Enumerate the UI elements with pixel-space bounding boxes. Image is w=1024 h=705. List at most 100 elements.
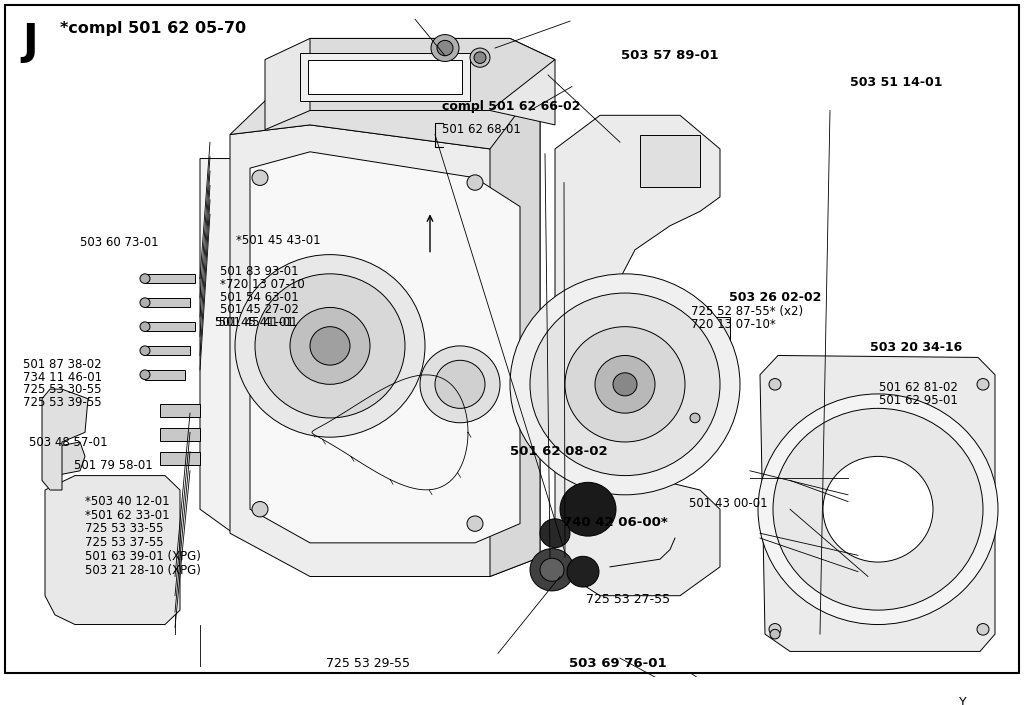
Text: 725 53 29-55: 725 53 29-55 — [326, 657, 410, 670]
Circle shape — [690, 413, 700, 423]
Polygon shape — [265, 39, 555, 130]
Text: 725 53 39-55: 725 53 39-55 — [23, 396, 101, 410]
Circle shape — [437, 40, 453, 56]
Text: 734 11 46-01: 734 11 46-01 — [23, 371, 101, 384]
Circle shape — [770, 630, 780, 639]
Bar — [160, 403, 200, 417]
Text: 725 53 33-55: 725 53 33-55 — [85, 522, 164, 535]
Circle shape — [823, 456, 933, 562]
Circle shape — [977, 379, 989, 390]
Circle shape — [435, 360, 485, 408]
Polygon shape — [230, 96, 540, 192]
Polygon shape — [230, 125, 540, 577]
Text: *501 45 43-01: *501 45 43-01 — [236, 234, 321, 247]
Bar — [160, 427, 200, 441]
Bar — [648, 394, 658, 405]
Text: 501 62 68-01: 501 62 68-01 — [442, 123, 521, 136]
Bar — [145, 370, 185, 379]
Text: 725 52 87-55* (x2): 725 52 87-55* (x2) — [691, 305, 803, 319]
Text: 501 87 38-02: 501 87 38-02 — [23, 357, 101, 371]
Text: 503 51 14-01: 503 51 14-01 — [850, 76, 942, 89]
Text: 503 26 02-02: 503 26 02-02 — [729, 291, 821, 305]
Circle shape — [474, 52, 486, 63]
Circle shape — [560, 482, 616, 536]
Text: 501 45 41-01: 501 45 41-01 — [215, 317, 294, 329]
Text: 725 53 27-55: 725 53 27-55 — [586, 594, 670, 606]
Text: 503 57 89-01: 503 57 89-01 — [621, 49, 718, 62]
Circle shape — [510, 274, 740, 495]
Polygon shape — [310, 39, 555, 111]
Circle shape — [467, 516, 483, 532]
Circle shape — [310, 326, 350, 365]
Text: 501 62 95-01: 501 62 95-01 — [879, 394, 957, 407]
Circle shape — [567, 556, 599, 587]
Text: ‘501 45 41-01: ‘501 45 41-01 — [215, 317, 298, 329]
Text: 740 42 06-00*: 740 42 06-00* — [563, 516, 668, 529]
Bar — [300, 53, 470, 101]
Text: *compl 501 62 05-70: *compl 501 62 05-70 — [60, 21, 246, 36]
Polygon shape — [45, 442, 85, 476]
Bar — [145, 274, 195, 283]
Text: 503 21 28-10 (XPG): 503 21 28-10 (XPG) — [85, 563, 201, 577]
Text: 725 53 30-55: 725 53 30-55 — [23, 384, 101, 396]
Circle shape — [540, 519, 570, 548]
Text: 720 13 07-10*: 720 13 07-10* — [691, 319, 776, 331]
Bar — [308, 59, 462, 94]
Circle shape — [530, 293, 720, 476]
Text: compl 501 62 66-02: compl 501 62 66-02 — [442, 100, 581, 114]
Polygon shape — [650, 317, 730, 413]
Circle shape — [470, 48, 490, 67]
Circle shape — [234, 255, 425, 437]
Circle shape — [140, 298, 150, 307]
Text: 503 60 73-01: 503 60 73-01 — [80, 235, 159, 249]
Text: *503 40 12-01: *503 40 12-01 — [85, 495, 170, 508]
Circle shape — [773, 408, 983, 610]
Circle shape — [431, 35, 459, 61]
Text: 501 45 27-02: 501 45 27-02 — [220, 303, 299, 317]
Bar — [160, 452, 200, 465]
Circle shape — [252, 501, 268, 517]
Circle shape — [613, 373, 637, 396]
Bar — [648, 336, 658, 348]
Circle shape — [140, 322, 150, 331]
Polygon shape — [490, 96, 540, 577]
Text: 501 54 63-01: 501 54 63-01 — [220, 290, 299, 304]
Circle shape — [758, 394, 998, 625]
Polygon shape — [640, 135, 700, 188]
Polygon shape — [760, 355, 995, 651]
Text: J: J — [22, 21, 38, 63]
Circle shape — [140, 274, 150, 283]
Circle shape — [140, 370, 150, 379]
Polygon shape — [42, 389, 88, 490]
Circle shape — [540, 558, 564, 582]
Text: 501 43 00-01: 501 43 00-01 — [689, 497, 768, 510]
Circle shape — [140, 346, 150, 355]
Text: 503 20 34-16: 503 20 34-16 — [870, 341, 963, 354]
Circle shape — [255, 274, 406, 418]
Text: 501 83 93-01: 501 83 93-01 — [220, 265, 299, 278]
Text: *720 13 07-10: *720 13 07-10 — [220, 278, 305, 290]
Circle shape — [769, 379, 781, 390]
Polygon shape — [200, 159, 310, 538]
Polygon shape — [45, 476, 180, 625]
Text: Y: Y — [959, 696, 967, 705]
Circle shape — [467, 175, 483, 190]
Text: 503 48 57-01: 503 48 57-01 — [29, 436, 108, 448]
Text: 501 79 58-01: 501 79 58-01 — [74, 459, 153, 472]
Polygon shape — [555, 116, 720, 596]
Text: 725 53 37-55: 725 53 37-55 — [85, 536, 164, 548]
Text: 501 63 39-01 (XPG): 501 63 39-01 (XPG) — [85, 550, 201, 563]
Text: 501 62 81-02: 501 62 81-02 — [879, 381, 957, 394]
Circle shape — [595, 355, 655, 413]
Circle shape — [290, 307, 370, 384]
Text: 501 62 08-02: 501 62 08-02 — [510, 445, 607, 458]
Circle shape — [252, 170, 268, 185]
Bar — [658, 325, 722, 405]
Circle shape — [530, 548, 574, 591]
Circle shape — [977, 623, 989, 635]
Circle shape — [565, 326, 685, 442]
Polygon shape — [250, 152, 520, 543]
Bar — [145, 346, 190, 355]
Circle shape — [769, 623, 781, 635]
Circle shape — [420, 346, 500, 423]
